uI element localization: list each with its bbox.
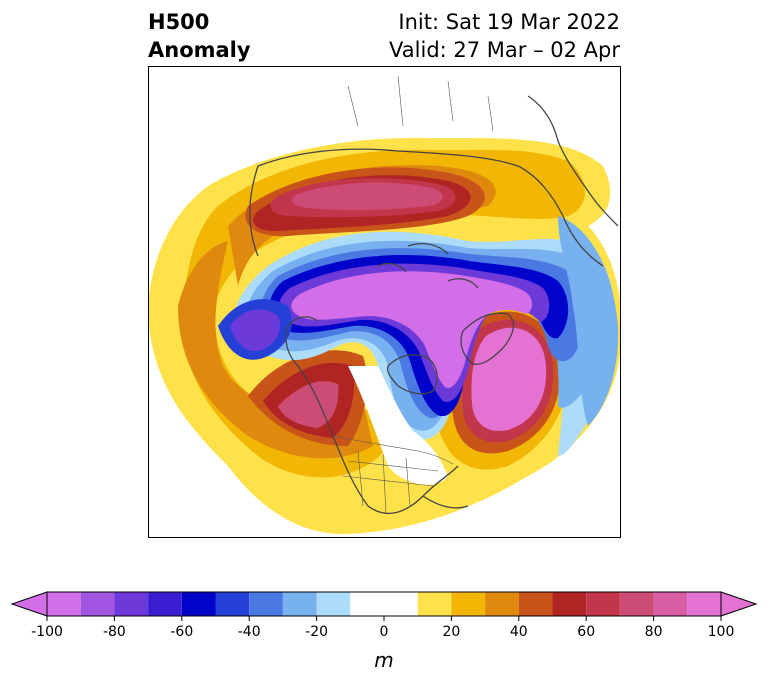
colorbar-bin: [687, 592, 721, 616]
colorbar-bin: [653, 592, 688, 616]
colorbar-bin: [148, 592, 182, 616]
colorbar-bin: [249, 592, 283, 616]
coastlines: [249, 95, 619, 515]
colorbar-bin: [282, 592, 317, 616]
colorbar-extend-min: [10, 591, 48, 617]
border-us-canada: [332, 435, 454, 465]
map-title-right: Init: Sat 19 Mar 2022 Valid: 27 Mar – 02…: [389, 8, 620, 64]
coastline-europe: [527, 95, 619, 227]
colorbar-bins: [10, 591, 758, 617]
colorbar-tick-label: 100: [708, 624, 735, 640]
title-quantity: Anomaly: [148, 38, 251, 62]
colorbar-tick-label: 80: [645, 624, 663, 640]
colorbar-bin: [552, 592, 587, 616]
colorbar-tick-label: -100: [31, 624, 63, 640]
colorbar-bin: [485, 592, 519, 616]
positive-anomaly-atlantic-100: [471, 327, 547, 431]
title-variable: H500: [148, 10, 210, 34]
colorbar-tick-label: -80: [103, 624, 126, 640]
anomaly-contours: [148, 75, 621, 535]
positive-anomaly-30b: [178, 241, 373, 459]
title-init-date: Init: Sat 19 Mar 2022: [398, 10, 620, 34]
negative-anomaly-europe: [558, 216, 619, 426]
colorbar-bin: [80, 592, 115, 616]
colorbar-extend-max: [720, 591, 758, 617]
border-eurasia: [347, 75, 494, 132]
coastline-north-america: [297, 365, 469, 515]
negative-anomaly-pacific-core: [230, 309, 281, 351]
political-borders: [332, 75, 494, 515]
colorbar-bin: [417, 592, 452, 616]
colorbar-bin: [316, 592, 351, 616]
positive-anomaly-eurasia-80: [292, 182, 443, 211]
colorbar-bin: [518, 592, 553, 616]
colorbar-ticks: -100 -80 -60 -40 -20 0 20 40 60 80 100: [31, 616, 734, 640]
positive-anomaly-westna-80: [278, 381, 339, 428]
colorbar-tick-label: 40: [510, 624, 528, 640]
colorbar-bin: [451, 592, 486, 616]
neutral-area-north-america: [348, 366, 448, 485]
colorbar-tick-label: 0: [380, 624, 389, 640]
negative-anomaly-100: [291, 271, 533, 388]
coastline-arctic-islands: [377, 243, 479, 289]
colorbar-bin: [350, 592, 418, 616]
colorbar-bin: [586, 592, 620, 616]
colorbar-units: m: [374, 648, 394, 672]
colorbar-bin: [114, 592, 149, 616]
colorbar-bin: [215, 592, 250, 616]
border-us-states: [342, 450, 439, 515]
coastline-eurasia: [249, 148, 604, 267]
colorbar: -100 -80 -60 -40 -20 0 20 40 60 80 100: [10, 591, 758, 640]
coastline-hudson-bay: [386, 354, 438, 395]
colorbar-tick-label: 60: [577, 624, 595, 640]
anomaly-map: [148, 66, 621, 538]
coastline-alaska: [285, 316, 319, 367]
colorbar-bin: [47, 592, 81, 616]
colorbar-tick-label: 20: [442, 624, 460, 640]
coastline-greenland: [460, 312, 515, 365]
colorbar-tick-label: -20: [305, 624, 328, 640]
colorbar-tick-label: -40: [238, 624, 261, 640]
colorbar-tick-label: -60: [170, 624, 193, 640]
map-title-left: H500 Anomaly: [148, 8, 251, 64]
title-valid-range: Valid: 27 Mar – 02 Apr: [389, 38, 620, 62]
map-frame: [148, 66, 621, 538]
colorbar-bin: [619, 592, 654, 616]
colorbar-bin: [181, 592, 216, 616]
